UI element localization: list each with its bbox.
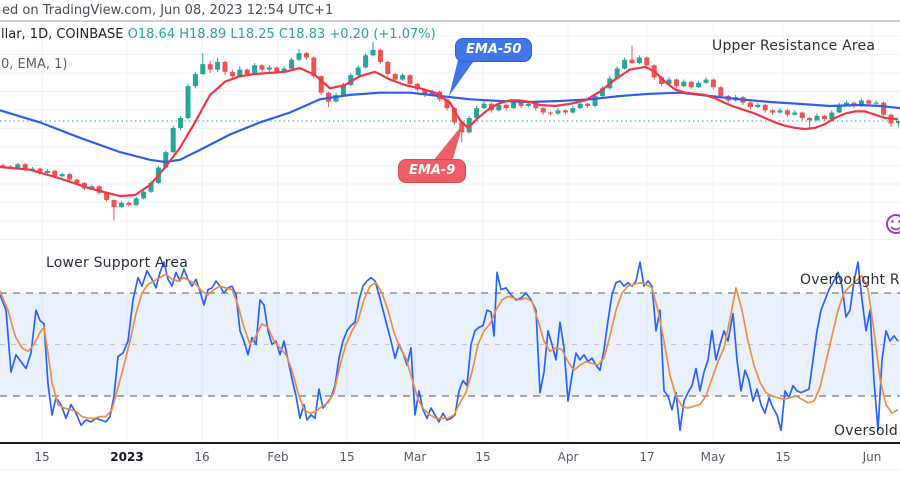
indicator-legend[interactable]: 0, EMA, 1) <box>1 57 68 72</box>
x-tick-label: 15 <box>475 450 491 464</box>
time-axis[interactable]: 15 2023 16 Feb 15 Mar 15 Apr 17 May 15 Jun <box>0 446 900 468</box>
ema9-callout: EMA-9 <box>398 159 467 183</box>
x-tick-label: Apr <box>557 450 579 464</box>
x-tick-label: 17 <box>639 450 655 464</box>
x-tick-label: Feb <box>267 450 289 464</box>
overbought-region-label: Overbought Region <box>800 272 900 288</box>
lower-support-label: Lower Support Area <box>46 255 189 271</box>
x-tick-label: 15 <box>339 450 355 464</box>
x-tick-label: Mar <box>403 450 427 464</box>
ohlc-values: O18.64 H18.89 L18.25 C18.83 +0.20 (+1.07… <box>127 27 436 42</box>
emoji-marker-icon <box>886 214 900 234</box>
oversold-region-label: Oversold Region <box>834 423 900 439</box>
x-tick-label: 16 <box>194 450 210 464</box>
x-tick-label: 15 <box>775 450 791 464</box>
upper-resistance-label: Upper Resistance Area <box>712 38 876 54</box>
symbol-legend[interactable]: llar, 1D, COINBASE O18.64 H18.89 L18.25 … <box>1 27 436 42</box>
created-on-line: ed on TradingView.com, Jun 08, 2023 12:5… <box>2 3 334 18</box>
x-tick-label: May <box>700 450 726 464</box>
x-tick-label: Jun <box>862 450 882 464</box>
ema50-callout: EMA-50 <box>455 38 533 62</box>
symbol-name: llar, 1D, COINBASE <box>1 27 124 42</box>
x-tick-label: 2023 <box>110 450 144 464</box>
x-tick-label: 15 <box>34 450 50 464</box>
